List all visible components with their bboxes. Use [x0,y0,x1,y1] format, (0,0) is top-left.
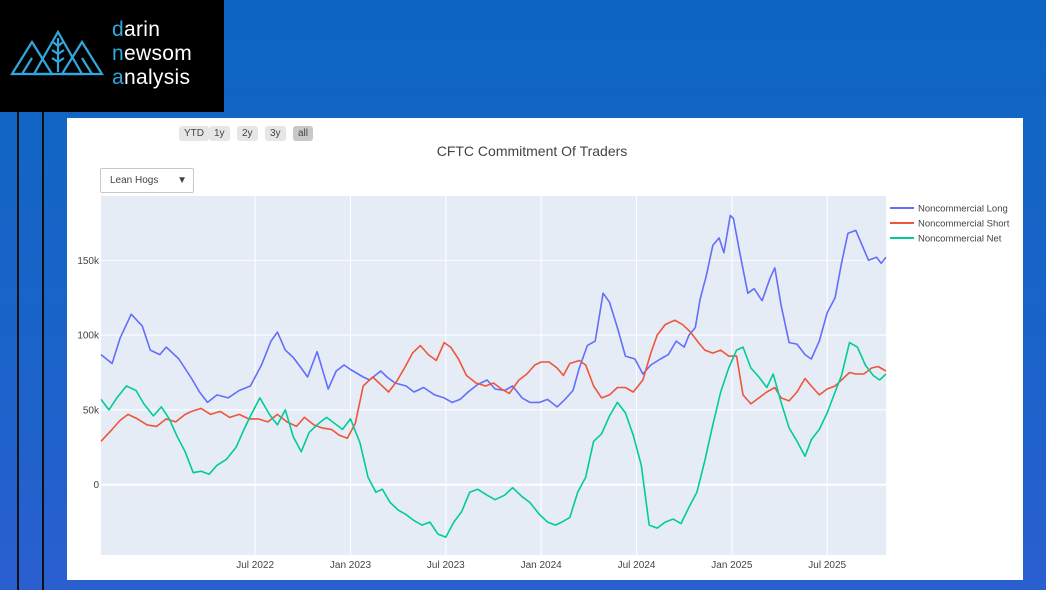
commodity-dropdown[interactable]: Lean Hogs ▼ [100,168,194,193]
plot-area [101,196,886,555]
range-button-2y[interactable]: 2y [237,126,258,141]
cot-line-chart[interactable]: Jul 2022 Jan 2023 Jul 2023 Jan 2024 Jul 2024… [67,118,1023,580]
dropdown-selected-value: Lean Hogs [110,175,159,186]
chart-panel: YTD 1y 2y 3y all CFTC Commitment Of Traders … [67,118,1023,580]
x-tick-label: Jul 2023 [427,560,465,571]
mountain-logo-icon [10,29,104,76]
x-tick-label: Jul 2022 [236,560,274,571]
legend-label: Noncommercial Long [918,204,1008,215]
logo-wordmark: darin newsom analysis [112,18,193,89]
x-tick-label: Jul 2024 [618,560,656,571]
range-button-ytd[interactable]: YTD [179,126,209,141]
legend-label: Noncommercial Short [918,219,1010,230]
dropdown-arrow-icon: ▼ [177,175,187,186]
left-divider-line [17,112,19,590]
y-tick-label: 50k [83,405,100,416]
left-divider-line [42,112,44,590]
y-tick-label: 150k [77,256,100,267]
y-tick-label: 100k [77,331,100,342]
brand-logo: darin newsom analysis [0,0,224,112]
series-line-1 [100,214,887,408]
y-tick-label: 0 [93,480,99,491]
x-tick-label: Jul 2025 [808,560,846,571]
legend-label: Noncommercial Net [918,234,1002,245]
chart-title: CFTC Commitment Of Traders [436,143,628,159]
range-button-1y[interactable]: 1y [209,126,230,141]
range-button-3y[interactable]: 3y [265,126,286,141]
series-line-3 [100,341,887,538]
range-button-all[interactable]: all [293,126,314,141]
x-tick-label: Jan 2023 [330,560,372,571]
x-tick-label: Jan 2024 [521,560,563,571]
x-tick-label: Jan 2025 [711,560,753,571]
